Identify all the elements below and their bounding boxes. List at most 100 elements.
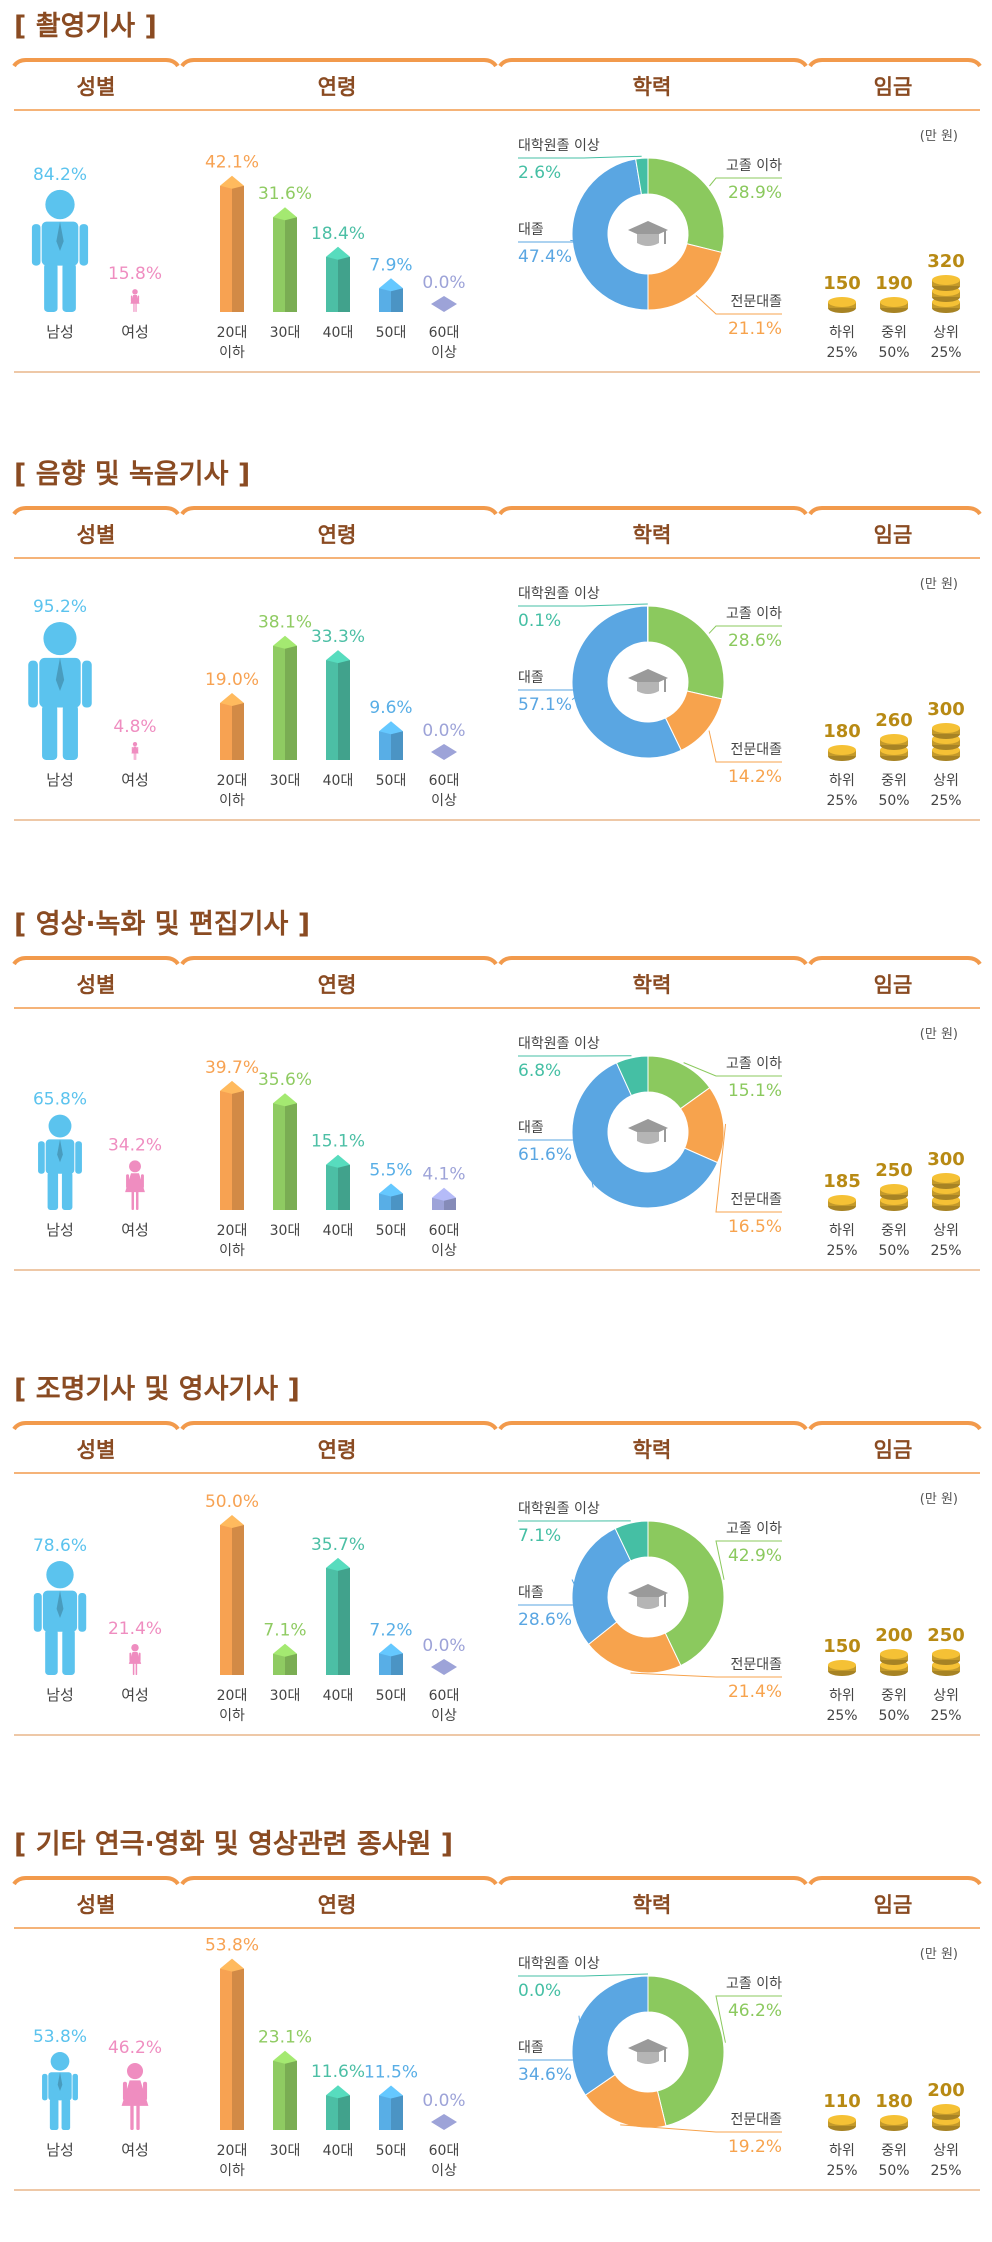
age-category-label: 20대 (217, 325, 248, 341)
age-category-label: 50대 (376, 773, 407, 789)
wage-value-label: 200 (875, 1625, 913, 1646)
female-value-label: 21.4% (108, 1619, 162, 1639)
education-value-label: 47.4% (518, 247, 572, 267)
education-value-label: 46.2% (728, 2001, 782, 2021)
age-category-label: 30대 (270, 1688, 301, 1704)
wage-value-label: 180 (875, 2091, 913, 2112)
age-value-label: 0.0% (422, 273, 465, 293)
age-category-label: 20대 (217, 1223, 248, 1239)
header-gender: 성별 (77, 973, 116, 997)
education-value-label: 28.6% (728, 631, 782, 651)
age-category-label: 이하 (219, 1708, 245, 1724)
education-value-label: 0.1% (518, 611, 561, 631)
age-value-label: 7.9% (369, 255, 412, 275)
age-category-label: 40대 (323, 1688, 354, 1704)
wage-value-label: 150 (823, 1636, 861, 1657)
age-value-label: 19.0% (205, 670, 259, 690)
male-figure (34, 1561, 86, 1675)
coin-stack-icon (880, 297, 908, 313)
coin-stack-icon (880, 2115, 908, 2131)
education-value-label: 57.1% (518, 695, 572, 715)
age-category-label: 60대 (429, 325, 460, 341)
age-bar (220, 1081, 244, 1210)
age-category-label: 40대 (323, 325, 354, 341)
age-bar (273, 2051, 297, 2130)
gender-label-female: 여성 (121, 323, 149, 341)
age-bar (326, 1155, 350, 1210)
female-figure (130, 289, 139, 312)
female-value-label: 4.8% (113, 717, 156, 737)
wage-category-label: 25% (930, 1243, 961, 1259)
age-value-label: 7.2% (369, 1620, 412, 1640)
age-category-label: 이상 (431, 345, 457, 361)
coin-stack-icon (880, 1649, 908, 1676)
female-figure (131, 742, 138, 760)
wage-unit-label: (만 원) (920, 1027, 958, 1042)
wage-unit-label: (만 원) (920, 577, 958, 592)
wage-category-label: 상위 (933, 1688, 959, 1704)
age-value-label: 53.8% (205, 1936, 259, 1956)
age-category-label: 이하 (219, 793, 245, 809)
gender-label-male: 남성 (46, 1221, 74, 1239)
age-value-label: 42.1% (205, 153, 259, 173)
wage-value-label: 200 (927, 2080, 965, 2101)
section-title: [ 촬영기사 ] (14, 4, 157, 43)
age-category-label: 이하 (219, 345, 245, 361)
education-value-label: 21.1% (728, 319, 782, 339)
age-category-label: 60대 (429, 1223, 460, 1239)
gender-label-female: 여성 (121, 1221, 149, 1239)
wage-value-label: 110 (823, 2091, 861, 2112)
wage-category-label: 중위 (881, 1688, 907, 1704)
age-category-label: 30대 (270, 325, 301, 341)
header-wage: 임금 (874, 1893, 913, 1917)
header-cap (14, 60, 178, 66)
age-bar (273, 636, 297, 760)
wage-category-label: 하위 (829, 773, 855, 789)
education-value-label: 42.9% (728, 1546, 782, 1566)
female-value-label: 34.2% (108, 1135, 162, 1155)
wage-value-label: 300 (927, 1149, 965, 1170)
coin-stack-icon (828, 2115, 856, 2131)
age-bar (431, 2114, 457, 2130)
wage-category-label: 25% (930, 793, 961, 809)
age-bar (273, 207, 297, 312)
education-name-label: 전문대졸 (730, 294, 782, 310)
male-figure (42, 2052, 78, 2130)
education-value-label: 16.5% (728, 1217, 782, 1237)
education-value-label: 28.6% (518, 1610, 572, 1630)
education-name-label: 전문대졸 (730, 2112, 782, 2128)
education-value-label: 0.0% (518, 1981, 561, 2001)
male-figure (28, 622, 91, 760)
female-figure (125, 1160, 145, 1210)
education-name-label: 대졸 (518, 2040, 544, 2056)
age-category-label: 이하 (219, 2163, 245, 2179)
wage-category-label: 중위 (881, 1223, 907, 1239)
header-cap (14, 508, 178, 514)
wage-category-label: 25% (930, 345, 961, 361)
wage-value-label: 320 (927, 251, 965, 272)
wage-unit-label: (만 원) (920, 1492, 958, 1507)
wage-value-label: 180 (823, 721, 861, 742)
education-value-label: 14.2% (728, 767, 782, 787)
age-category-label: 20대 (217, 2143, 248, 2159)
age-bar (326, 2085, 350, 2130)
header-education: 학력 (633, 1893, 672, 1917)
header-gender: 성별 (77, 75, 116, 99)
header-cap (500, 1878, 806, 1884)
age-bar (379, 1184, 403, 1211)
education-leader (518, 604, 648, 606)
header-cap (810, 60, 980, 66)
coin-stack-icon (880, 734, 908, 761)
age-category-label: 이상 (431, 1708, 457, 1724)
age-value-label: 0.0% (422, 721, 465, 741)
age-bar (326, 650, 350, 760)
wage-value-label: 250 (927, 1625, 965, 1646)
wage-unit-label: (만 원) (920, 129, 958, 144)
education-leader (631, 1673, 782, 1677)
gender-label-male: 남성 (46, 1686, 74, 1704)
age-value-label: 50.0% (205, 1492, 259, 1512)
header-age: 연령 (318, 75, 357, 99)
wage-category-label: 25% (826, 345, 857, 361)
